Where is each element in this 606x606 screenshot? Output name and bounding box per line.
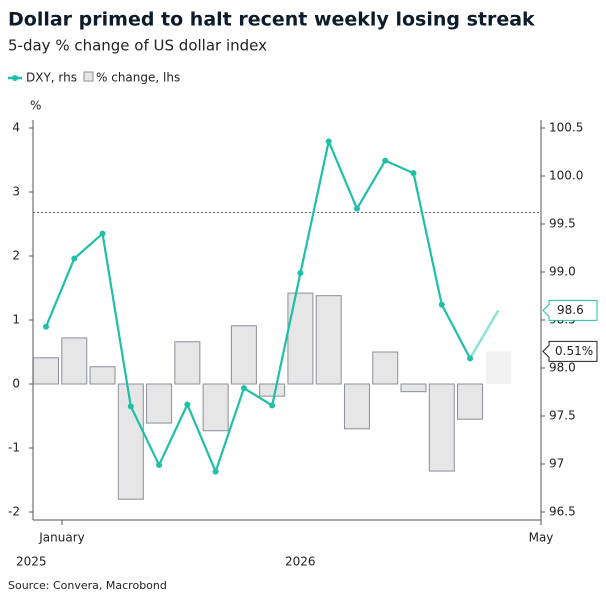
line-point [240,385,247,392]
legend-box [83,71,94,82]
line-point [467,355,474,362]
line-point [410,170,417,177]
y2-tick-label: 97 [549,457,564,471]
line-point [71,255,78,262]
bar [372,351,399,385]
y-tick-label: 3 [12,185,20,199]
line-point [43,323,49,330]
y2-tick-label: 98.0 [549,361,576,375]
bar [315,295,342,385]
y2-tick-label: 99.0 [549,265,576,279]
chart-subtitle: 5-day % change of US dollar index [8,37,267,55]
y-tick-label: 4 [12,121,20,135]
y2-tick-label: 97.5 [549,409,576,423]
bar [259,383,286,397]
y2-tick-label: 100.0 [549,169,583,183]
bar [146,383,173,424]
line [44,137,472,475]
bar [457,383,484,420]
legend-label: DXY, rhs [26,71,77,85]
y2-tick-label: 100.5 [549,121,583,135]
legend-dot [12,75,18,81]
forecast-line [468,309,500,360]
y-tick-label: 0 [12,377,20,391]
line-point [382,157,389,164]
line-point [156,461,163,468]
source: Source: Convera, Macrobond [8,579,167,592]
bar [343,383,370,430]
y-tick-label: 1 [12,313,20,327]
y-tick-label: 2 [12,249,20,263]
line-point [269,402,276,409]
bar [428,383,455,472]
line-point [438,301,445,308]
bar [230,325,257,385]
y-tick-label: -1 [8,441,20,455]
line-point [353,205,360,212]
bar [61,337,88,385]
y2-tick-label: 99.5 [549,217,576,231]
dxy-callout-label: 98.6 [557,303,584,317]
bar [400,383,427,393]
y-tick-label: -2 [8,505,20,519]
line-point [127,403,134,410]
pct-callout [542,340,598,362]
dxy-callout [542,299,598,321]
line-point [325,138,332,145]
bar [89,366,116,385]
bar [33,357,59,385]
y2-tick-label: 96.5 [549,505,576,519]
line-point [297,269,304,276]
forecast-bar [485,351,511,384]
x-tick-label: January [38,531,85,545]
y-unit: % [30,99,41,113]
bar [174,341,201,385]
bar [287,292,314,385]
x-tick-label: May [529,531,554,545]
legend-label: % change, lhs [96,71,180,85]
bar [202,383,229,432]
line-point [184,401,191,408]
pct-callout-label: 0.51% [555,344,593,358]
year-label: 2026 [285,555,316,569]
chart-title: Dollar primed to halt recent weekly losi… [8,9,535,31]
line-point [99,230,106,237]
line-point [212,468,219,475]
year-label: 2025 [16,555,47,569]
